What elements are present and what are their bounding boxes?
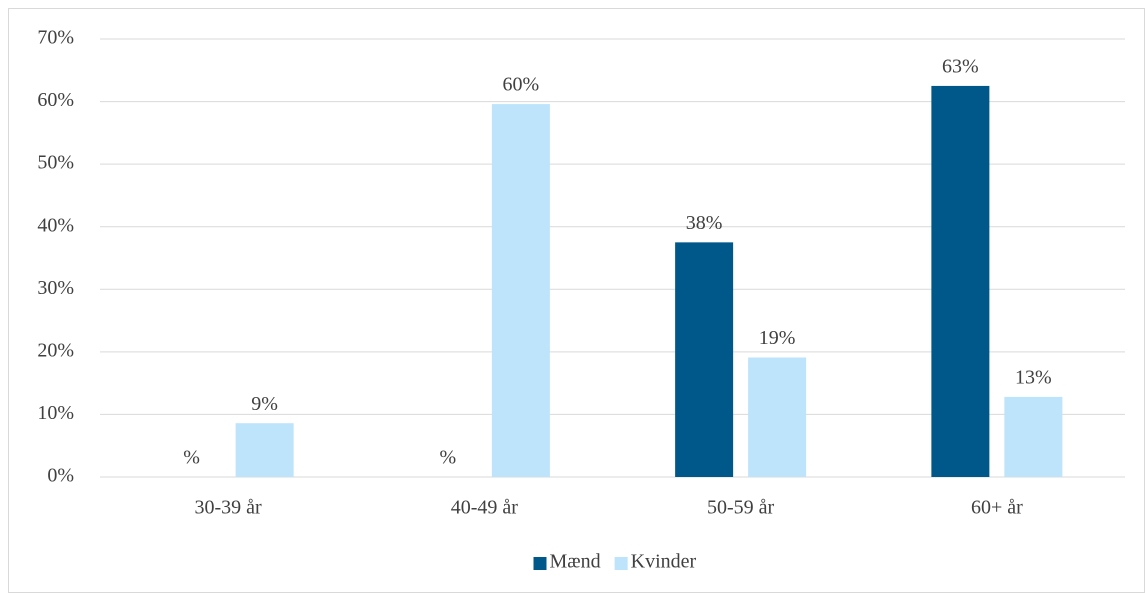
x-tick-label: 30-39 år (195, 497, 263, 519)
value-label: 63% (942, 56, 979, 78)
x-tick-label: 40-49 år (451, 497, 519, 519)
legend-swatch (614, 557, 628, 570)
bar (1004, 396, 1063, 477)
bar (235, 423, 294, 477)
y-tick-label: 70% (37, 27, 74, 49)
bar (675, 242, 734, 477)
value-label: 19% (759, 327, 796, 349)
value-label: % (440, 447, 457, 469)
x-tick-label: 50-59 år (707, 497, 775, 519)
legend-label: Kvinder (631, 551, 697, 573)
value-label: 9% (251, 393, 278, 415)
value-label: 60% (503, 74, 540, 96)
value-label: % (183, 447, 200, 469)
legend-swatch (533, 557, 547, 570)
bar (491, 104, 550, 478)
value-label: 38% (686, 212, 723, 234)
y-tick-label: 0% (47, 465, 74, 487)
y-tick-label: 30% (37, 277, 74, 299)
bar (748, 357, 807, 477)
y-tick-label: 10% (37, 402, 74, 424)
bar (931, 85, 990, 477)
y-tick-label: 60% (37, 89, 74, 111)
value-label: 13% (1015, 367, 1052, 389)
y-tick-label: 20% (37, 339, 74, 361)
y-tick-label: 40% (37, 214, 74, 236)
x-tick-label: 60+ år (971, 497, 1023, 519)
legend-label: Mænd (550, 551, 601, 573)
y-tick-label: 50% (37, 152, 74, 174)
